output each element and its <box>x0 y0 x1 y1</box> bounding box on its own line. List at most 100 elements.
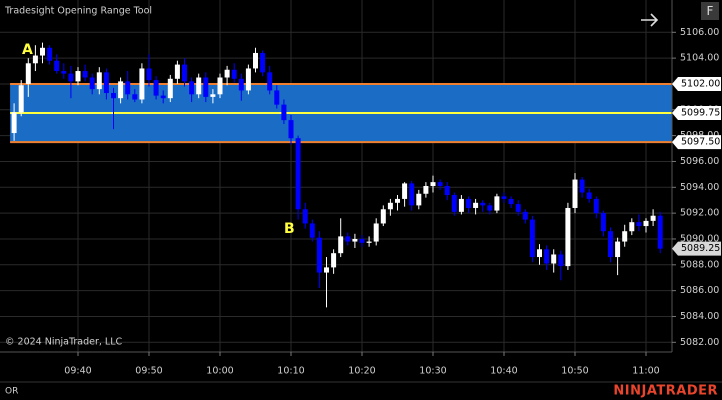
candle-body <box>54 60 60 72</box>
candle-body <box>352 238 358 242</box>
candle-body <box>89 77 95 90</box>
x-tick-label: 11:00 <box>632 366 659 377</box>
y-tick-label: 5096.00 <box>680 156 719 167</box>
candle-body <box>111 93 116 99</box>
candle-body <box>565 207 571 267</box>
x-tick-label: 10:40 <box>490 366 517 377</box>
annotation: B <box>284 221 295 237</box>
candle-body <box>622 231 628 242</box>
candle-body <box>416 193 422 206</box>
candle-body <box>522 211 528 220</box>
x-tick-label: 09:50 <box>135 366 162 377</box>
candle-body <box>409 183 415 206</box>
candle-body <box>501 196 507 199</box>
candle-body <box>515 204 521 212</box>
candle-body <box>238 78 244 91</box>
candle-body <box>40 47 45 56</box>
x-tick-label: 09:40 <box>64 366 91 377</box>
candle-body <box>61 71 67 74</box>
candle-body <box>224 69 230 78</box>
candle-body <box>508 198 514 205</box>
candle-body <box>132 94 138 100</box>
candle-body <box>203 77 209 97</box>
y-tick-label: 5106.00 <box>680 27 719 38</box>
candle-body <box>473 202 479 208</box>
candle-body <box>160 95 166 99</box>
price-marker <box>672 241 721 256</box>
candle-body <box>25 63 31 84</box>
brand-logo: NINJATRADER <box>613 384 718 399</box>
candle-body <box>245 68 251 91</box>
candle-body <box>480 202 486 206</box>
candle-body <box>217 77 223 95</box>
candle-body <box>345 236 351 242</box>
candle-body <box>466 198 471 208</box>
x-tick-label: 10:20 <box>348 366 375 377</box>
candle-body <box>324 267 329 273</box>
candle-body <box>331 253 337 268</box>
candle-body <box>82 71 88 78</box>
y-tick-label: 5104.00 <box>680 53 719 64</box>
candle-body <box>380 209 386 224</box>
candle-body <box>231 69 237 79</box>
candle-body <box>295 138 301 210</box>
candle-body <box>494 196 500 211</box>
candle-body <box>288 120 294 139</box>
x-tick-label: 10:30 <box>419 366 446 377</box>
candle-body <box>444 186 450 196</box>
candle-body <box>544 249 550 264</box>
price-marker-label: 5099.75 <box>681 108 720 119</box>
candle-body <box>529 219 535 258</box>
f-button[interactable] <box>701 2 719 20</box>
candle-body <box>253 52 258 69</box>
candle-body <box>47 47 53 61</box>
candle-body <box>629 222 635 232</box>
y-tick-label: 5082.00 <box>680 337 719 348</box>
tab-label[interactable]: OR <box>5 387 18 397</box>
candle-body <box>302 209 308 224</box>
candle-body <box>18 85 24 113</box>
candle-body <box>125 81 131 95</box>
candle-body <box>615 241 621 258</box>
candle-body <box>600 213 606 232</box>
x-tick-label: 10:10 <box>277 366 304 377</box>
candle-body <box>146 68 152 81</box>
candle-body <box>118 81 124 99</box>
candle-body <box>210 94 216 97</box>
candle-body <box>373 223 379 242</box>
candle-body <box>189 81 195 95</box>
y-tick-label: 5094.00 <box>680 182 719 193</box>
candle-body <box>586 192 592 199</box>
candle-body <box>551 254 557 264</box>
candle-body <box>196 77 202 95</box>
candle-body <box>395 198 400 203</box>
candle-body <box>437 182 443 187</box>
candle-body <box>643 220 649 227</box>
candle-body <box>359 238 365 243</box>
price-marker-label: 5102.00 <box>681 78 720 89</box>
chart-title: Tradesight Opening Range Tool <box>4 6 152 17</box>
candle-body <box>487 205 493 211</box>
price-marker <box>672 106 721 121</box>
candle-body <box>309 223 315 238</box>
candle-body <box>75 71 81 82</box>
candle-body <box>96 72 102 90</box>
arrow-icon[interactable] <box>641 13 659 27</box>
candle-body <box>558 254 564 267</box>
candle-body <box>537 249 542 258</box>
candle-body <box>430 182 436 187</box>
candle-body <box>636 222 642 227</box>
f-button-label[interactable]: F <box>707 4 714 18</box>
candle-body <box>608 231 613 258</box>
candle-body <box>274 90 280 105</box>
candle-body <box>366 241 372 243</box>
candle-body <box>281 104 287 121</box>
candle-body <box>657 215 663 249</box>
candle-body <box>423 186 429 194</box>
candle-body <box>139 68 145 100</box>
candle-body <box>68 73 74 82</box>
y-tick-label: 5084.00 <box>680 311 719 322</box>
candle-body <box>650 215 656 221</box>
